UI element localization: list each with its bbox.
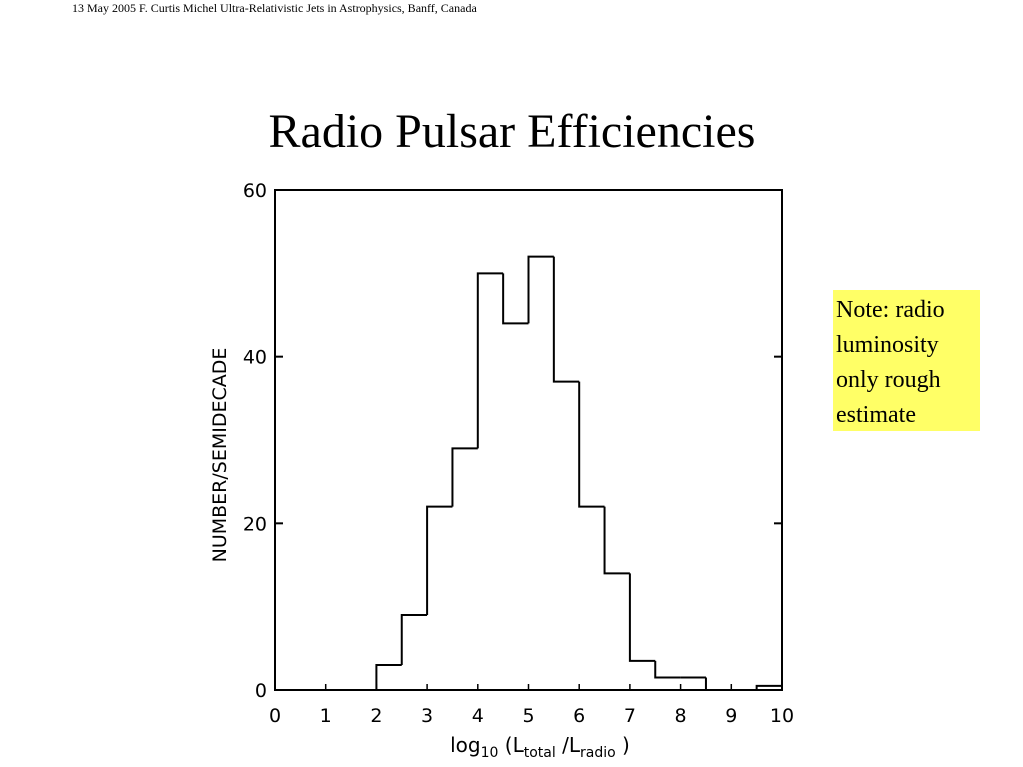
- histogram-bar: [704, 677, 732, 691]
- x-axis-label-part: ): [616, 733, 630, 757]
- histogram-bar: [502, 273, 529, 325]
- histogram-bar: [476, 272, 504, 449]
- chart-title: Radio Pulsar Efficiencies: [269, 105, 756, 158]
- x-tick-label: 5: [522, 705, 534, 727]
- histogram-bar: [578, 381, 605, 508]
- histogram-bar: [552, 256, 580, 383]
- y-axis-label: NUMBER/SEMIDECADE: [209, 348, 231, 563]
- x-axis-label-part: 10: [481, 745, 499, 761]
- histogram-bar: [654, 660, 681, 679]
- x-axis-label-part: /L: [556, 733, 581, 757]
- y-tick-label: 40: [243, 347, 267, 369]
- x-tick-label: 0: [269, 705, 281, 727]
- x-axis-label-part: total: [524, 745, 556, 761]
- histogram-bar: [755, 684, 783, 690]
- x-axis-label-part: (L: [498, 733, 524, 757]
- y-tick-label: 60: [243, 180, 267, 202]
- x-tick-label: 9: [725, 705, 737, 727]
- note-line: luminosity: [836, 332, 939, 358]
- header: 13 May 2005 F. Curtis Michel Ultra-Relat…: [72, 1, 477, 15]
- histogram-bar: [375, 664, 402, 690]
- note: Note: radio luminosity only rough estimate: [836, 297, 945, 428]
- x-tick-label: 4: [472, 705, 484, 727]
- note-line: Note: radio: [836, 297, 945, 323]
- x-tick-label: 8: [675, 705, 687, 727]
- x-tick-label: 1: [320, 705, 332, 727]
- x-axis-label-part: log: [450, 733, 481, 757]
- x-tick-label: 3: [421, 705, 433, 727]
- histogram-bar: [628, 573, 656, 662]
- x-tick-label: 10: [770, 705, 794, 727]
- note-box: [833, 290, 980, 431]
- y-tick-label: 0: [255, 680, 267, 702]
- x-axis-label-part: radio: [580, 745, 616, 761]
- x-tick-label: 6: [573, 705, 585, 727]
- histogram-bar: [426, 505, 453, 615]
- note-line: estimate: [836, 402, 916, 428]
- histogram-bar: [527, 255, 554, 324]
- histogram-bar: [603, 506, 630, 575]
- x-tick-label: 7: [624, 705, 636, 727]
- x-tick-label: 2: [370, 705, 382, 727]
- note-line: only rough: [836, 367, 941, 393]
- histogram-bar: [400, 614, 428, 665]
- histogram-bar: [451, 447, 478, 507]
- x-axis-label: log10 (Ltotal /Lradio ): [450, 733, 630, 761]
- y-tick-label: 20: [243, 513, 267, 535]
